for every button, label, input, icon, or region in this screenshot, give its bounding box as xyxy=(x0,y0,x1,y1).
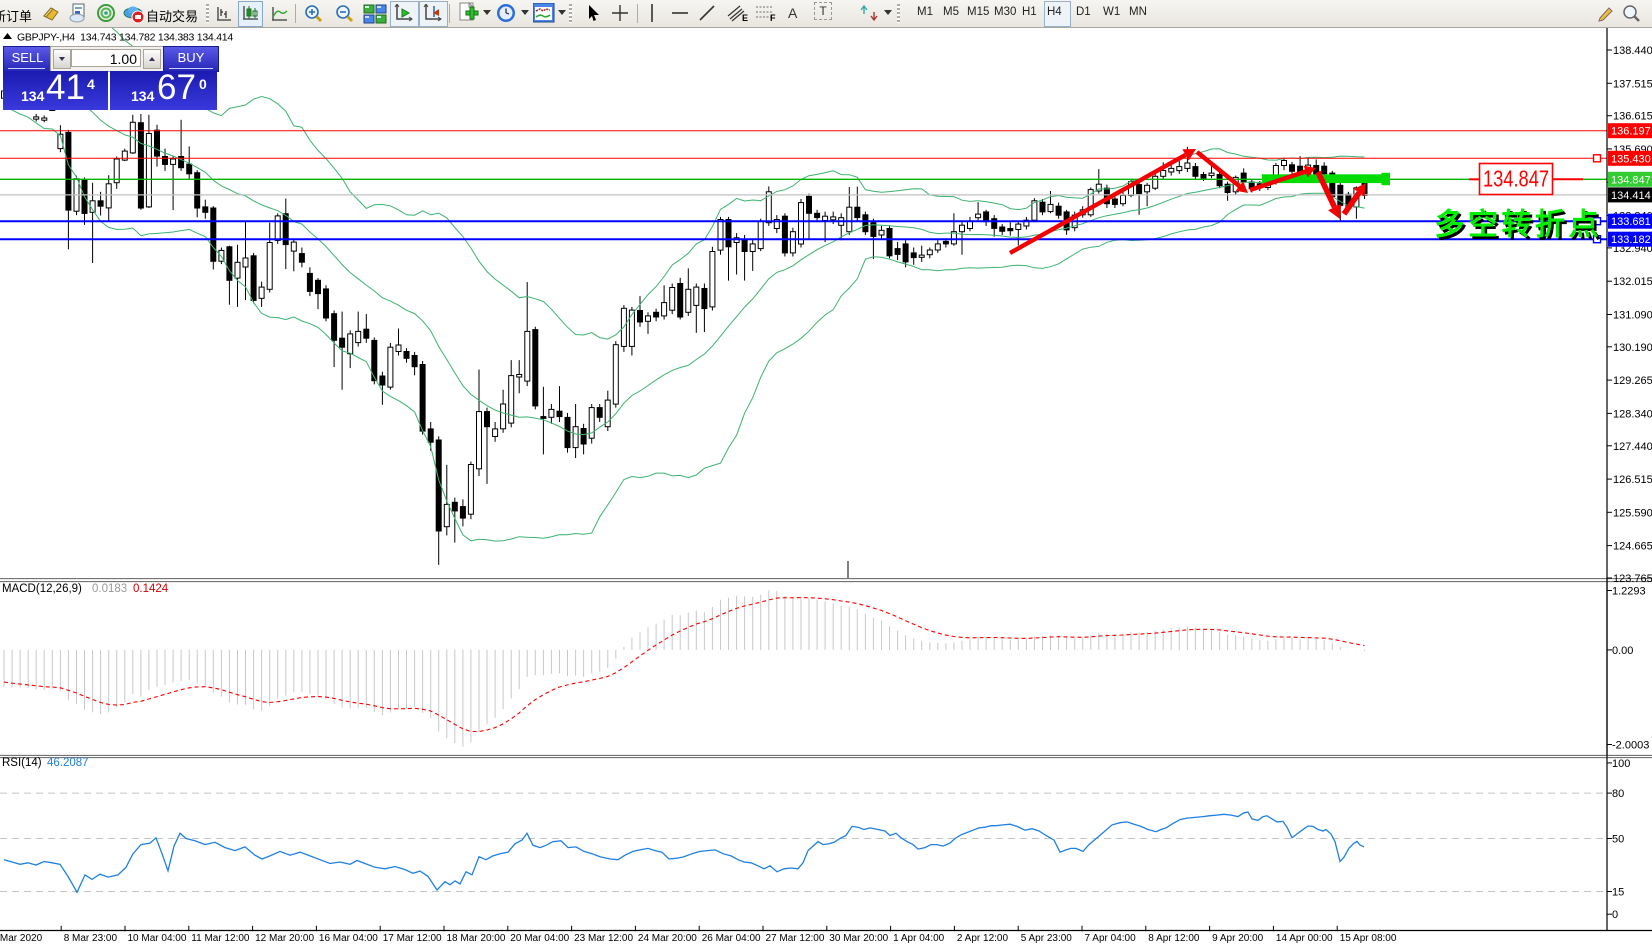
svg-text:RSI(14): RSI(14) xyxy=(2,757,42,769)
svg-text:26 Mar 04:00: 26 Mar 04:00 xyxy=(702,933,761,944)
svg-text:多空转折点: 多空转折点 xyxy=(1435,209,1603,242)
svg-text:135.430: 135.430 xyxy=(1611,153,1651,165)
svg-text:0.00: 0.00 xyxy=(1612,645,1633,657)
svg-text:134.847: 134.847 xyxy=(1483,166,1549,192)
svg-text:46.2087: 46.2087 xyxy=(47,757,89,769)
svg-text:132.015: 132.015 xyxy=(1613,276,1652,288)
svg-text:123.765: 123.765 xyxy=(1613,573,1652,585)
svg-text:125.590: 125.590 xyxy=(1613,507,1652,519)
svg-text:138.440: 138.440 xyxy=(1613,45,1652,57)
svg-text:0.1424: 0.1424 xyxy=(133,583,169,595)
svg-text:126.515: 126.515 xyxy=(1613,474,1652,486)
svg-text:1.2293: 1.2293 xyxy=(1612,586,1646,598)
svg-text:7 Apr 04:00: 7 Apr 04:00 xyxy=(1085,933,1137,944)
svg-text:27 Mar 12:00: 27 Mar 12:00 xyxy=(766,933,825,944)
svg-text:100: 100 xyxy=(1612,758,1630,770)
svg-text:130.190: 130.190 xyxy=(1613,342,1652,354)
svg-text:20 Mar 04:00: 20 Mar 04:00 xyxy=(510,933,569,944)
svg-text:137.515: 137.515 xyxy=(1613,78,1652,90)
svg-text:多空转折点: 多空转折点 xyxy=(1437,211,1605,244)
svg-text:10 Mar 04:00: 10 Mar 04:00 xyxy=(128,933,187,944)
svg-text:16 Mar 04:00: 16 Mar 04:00 xyxy=(319,933,378,944)
svg-text:8 Apr 12:00: 8 Apr 12:00 xyxy=(1148,933,1200,944)
svg-text:128.340: 128.340 xyxy=(1613,408,1652,420)
svg-text:136.197: 136.197 xyxy=(1611,126,1651,138)
svg-text:30 Mar 20:00: 30 Mar 20:00 xyxy=(829,933,888,944)
svg-text:15: 15 xyxy=(1612,887,1624,899)
svg-text:5 Apr 23:00: 5 Apr 23:00 xyxy=(1021,933,1073,944)
svg-text:18 Mar 20:00: 18 Mar 20:00 xyxy=(447,933,506,944)
svg-text:8 Mar 23:00: 8 Mar 23:00 xyxy=(64,933,118,944)
svg-text:124.665: 124.665 xyxy=(1613,541,1652,553)
svg-text:134.414: 134.414 xyxy=(1611,190,1651,202)
svg-text:131.090: 131.090 xyxy=(1613,310,1652,322)
svg-text:24 Mar 20:00: 24 Mar 20:00 xyxy=(638,933,697,944)
svg-text:50: 50 xyxy=(1612,834,1624,846)
svg-text:0: 0 xyxy=(1612,909,1618,921)
svg-text:GBPJPY-,H4 134.743 134.782 13: GBPJPY-,H4 134.743 134.782 134.383 134.4… xyxy=(17,32,233,44)
svg-text:127.440: 127.440 xyxy=(1613,441,1652,453)
svg-text:14 Apr 00:00: 14 Apr 00:00 xyxy=(1276,933,1333,944)
svg-text:133.681: 133.681 xyxy=(1611,216,1651,228)
svg-text:134.847: 134.847 xyxy=(1611,174,1651,186)
svg-text:80: 80 xyxy=(1612,788,1624,800)
svg-text:129.265: 129.265 xyxy=(1613,375,1652,387)
svg-text:133.182: 133.182 xyxy=(1611,234,1651,246)
svg-text:1 Apr 04:00: 1 Apr 04:00 xyxy=(893,933,945,944)
svg-text:12 Mar 20:00: 12 Mar 20:00 xyxy=(255,933,314,944)
svg-text:15 Apr 08:00: 15 Apr 08:00 xyxy=(1340,933,1397,944)
svg-text:0.0183: 0.0183 xyxy=(92,583,127,595)
svg-text:11 Mar 12:00: 11 Mar 12:00 xyxy=(191,933,250,944)
svg-text:9 Apr 20:00: 9 Apr 20:00 xyxy=(1212,933,1264,944)
svg-text:23 Mar 12:00: 23 Mar 12:00 xyxy=(574,933,633,944)
svg-text:17 Mar 12:00: 17 Mar 12:00 xyxy=(383,933,442,944)
svg-text:136.615: 136.615 xyxy=(1613,111,1652,123)
svg-text:Mar 2020: Mar 2020 xyxy=(0,933,43,944)
svg-text:-2.0003: -2.0003 xyxy=(1612,740,1649,752)
svg-text:2 Apr 12:00: 2 Apr 12:00 xyxy=(957,933,1009,944)
svg-text:MACD(12,26,9): MACD(12,26,9) xyxy=(2,583,82,595)
